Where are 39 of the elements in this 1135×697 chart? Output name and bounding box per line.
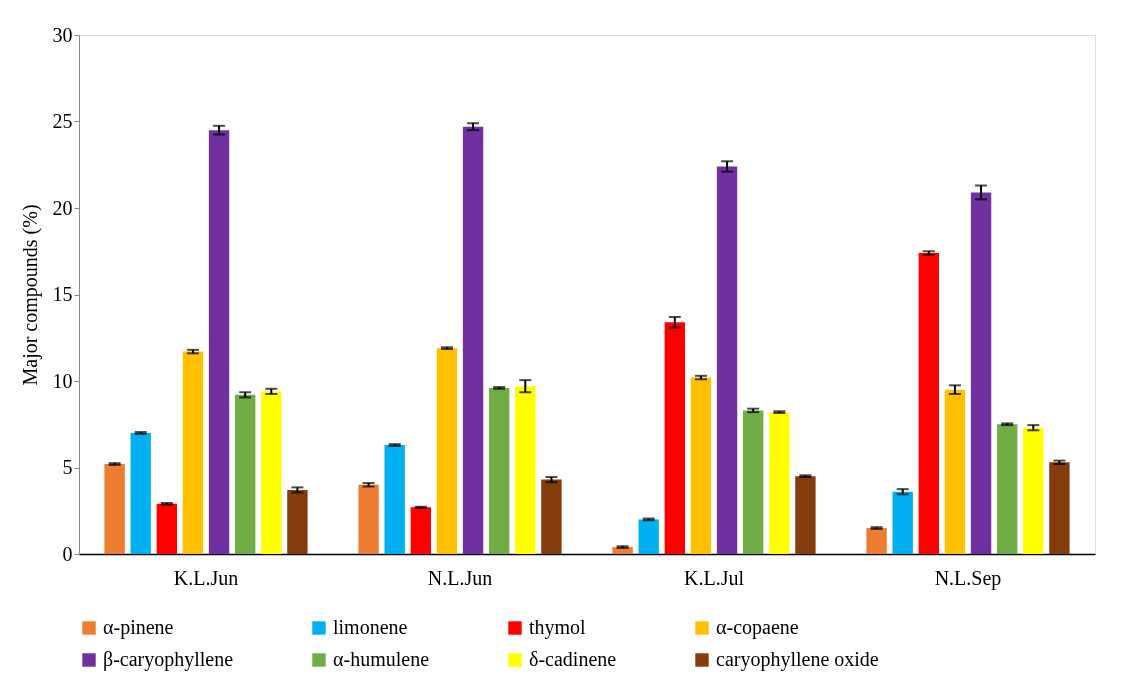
bar	[918, 252, 940, 554]
y-tick-label: 10	[52, 369, 73, 392]
legend-label: thymol	[529, 616, 587, 639]
bar	[866, 528, 887, 554]
legend-label: limonene	[333, 616, 408, 638]
x-tick-label: K.L.Jun	[173, 566, 239, 589]
bar	[488, 387, 510, 554]
y-tick-label: 25	[52, 110, 73, 132]
legend-label: α-copaene	[716, 616, 799, 639]
y-tick-label: 5	[62, 456, 73, 478]
y-tick-label: 15	[52, 283, 73, 305]
legend-label: β-caryophyllene	[103, 648, 234, 671]
x-tick-label: N.L.Sep	[934, 566, 1002, 590]
legend-label: δ-cadinene	[529, 648, 617, 670]
bar	[769, 412, 790, 554]
legend-label: α-pinene	[103, 616, 174, 639]
legend-label: α-humulene	[333, 648, 430, 670]
bar	[156, 503, 178, 554]
bar	[996, 424, 1018, 554]
y-tick-label: 0	[62, 542, 73, 565]
bar	[208, 130, 230, 554]
y-axis-title: Major compounds (%)	[18, 204, 42, 386]
bar	[410, 507, 432, 554]
y-tick-label: 30	[52, 23, 73, 46]
bar	[664, 322, 686, 554]
bar	[436, 348, 458, 554]
bar	[716, 166, 738, 554]
bar	[970, 192, 992, 554]
x-tick-label: K.L.Jul	[684, 566, 745, 589]
y-tick-label: 20	[52, 196, 73, 219]
bar	[515, 386, 536, 554]
bar	[638, 519, 659, 554]
x-tick-label: N.L.Jun	[427, 566, 493, 589]
bar	[384, 445, 405, 554]
bar	[358, 484, 379, 554]
bar	[795, 476, 816, 554]
legend-label: caryophyllene oxide	[716, 648, 879, 671]
bar	[104, 464, 125, 554]
bar	[130, 432, 151, 554]
